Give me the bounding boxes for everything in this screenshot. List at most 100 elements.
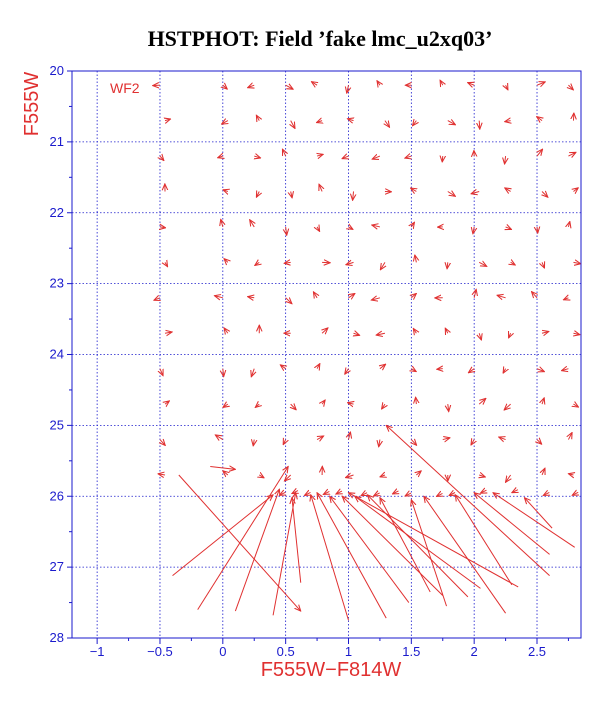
data-vector [165,262,168,266]
x-tick-label: 1.5 [402,644,420,659]
data-vector [223,368,224,377]
data-vector-long [474,493,550,555]
data-vector-long [367,495,469,598]
data-vector [377,81,380,85]
data-vector [305,492,311,495]
data-vector [223,190,228,192]
data-vector [291,120,295,129]
y-tick-label: 26 [50,488,64,503]
data-vector [413,121,417,126]
data-vector [416,397,417,405]
data-vector-long [330,496,410,603]
data-vector [511,262,516,265]
data-vector [568,222,569,227]
data-vector [160,368,163,376]
data-vector [440,80,443,85]
x-tick-label: 0 [219,644,226,659]
data-vector [537,227,538,233]
y-tick-label: 20 [50,63,64,78]
y-tick-label: 21 [50,134,64,149]
data-vector [479,120,480,130]
data-vector [224,259,228,263]
data-vector [474,289,476,298]
data-vector [285,85,293,89]
data-vector [354,333,360,335]
data-vector [542,398,544,404]
data-vector [411,188,417,191]
data-vector [442,438,450,440]
data-vector [215,435,224,440]
data-vector [563,298,568,300]
plot-frame [71,70,582,639]
x-tick-label: 1 [345,644,352,659]
data-vector [353,191,354,200]
data-vector [573,188,578,192]
data-vector [347,119,353,121]
data-vector [291,404,297,410]
chip-label: WF2 [110,80,140,96]
data-vector [348,294,354,298]
data-vector [411,293,416,297]
data-vector [214,296,223,298]
data-vector [224,328,228,333]
data-vector [291,191,292,197]
data-vector [541,331,549,333]
data-vector [255,262,259,265]
data-vector [568,432,572,440]
data-vector [160,156,164,160]
data-vector [442,156,443,162]
data-vector-long [272,493,296,616]
data-vector [372,225,381,227]
data-vector [374,493,380,496]
data-vector [537,117,542,121]
data-vector [416,471,421,475]
data-vector [317,121,323,123]
data-vector [468,369,474,373]
data-vector [561,369,569,371]
data-vector [536,369,544,372]
data-vector [448,404,449,411]
data-vector [372,156,381,159]
data-vector [471,440,474,445]
data-vector [284,262,291,263]
data-vector [573,404,578,407]
data-vector [509,333,511,338]
data-vector [411,222,414,227]
data-vector-long [493,493,575,548]
data-vector [280,365,285,369]
data-vector [248,85,255,87]
data-vector [542,191,548,197]
data-vector [468,83,474,86]
data-vector [347,85,349,93]
data-vector [506,227,512,230]
data-vector [411,369,416,372]
data-vector [382,404,385,409]
data-vector [154,298,160,300]
data-vector [497,295,506,298]
y-tick-label: 27 [50,559,64,574]
data-vector [250,220,255,228]
data-vector-long [411,500,447,607]
chart-title: HSTPHOT: Field ’fake lmc_u2xq03’ [148,26,493,51]
data-vector [313,292,317,298]
data-vector [160,440,165,446]
data-vector [480,490,486,493]
data-vector [471,191,480,193]
data-vector [537,440,542,445]
data-vector [542,468,545,476]
data-vector [292,491,298,494]
data-vector [392,491,398,494]
data-vector [322,400,325,404]
data-vector [447,191,456,196]
data-vector [345,475,354,478]
data-vector [478,398,486,404]
data-vector [505,155,506,164]
data-vector [361,493,367,496]
data-vector [415,255,417,263]
data-vector-long [292,498,302,583]
data-vector [218,156,223,158]
data-vector-long [424,496,507,614]
data-vector [449,492,455,495]
y-tick-label: 28 [50,630,64,645]
data-vector [286,226,287,235]
